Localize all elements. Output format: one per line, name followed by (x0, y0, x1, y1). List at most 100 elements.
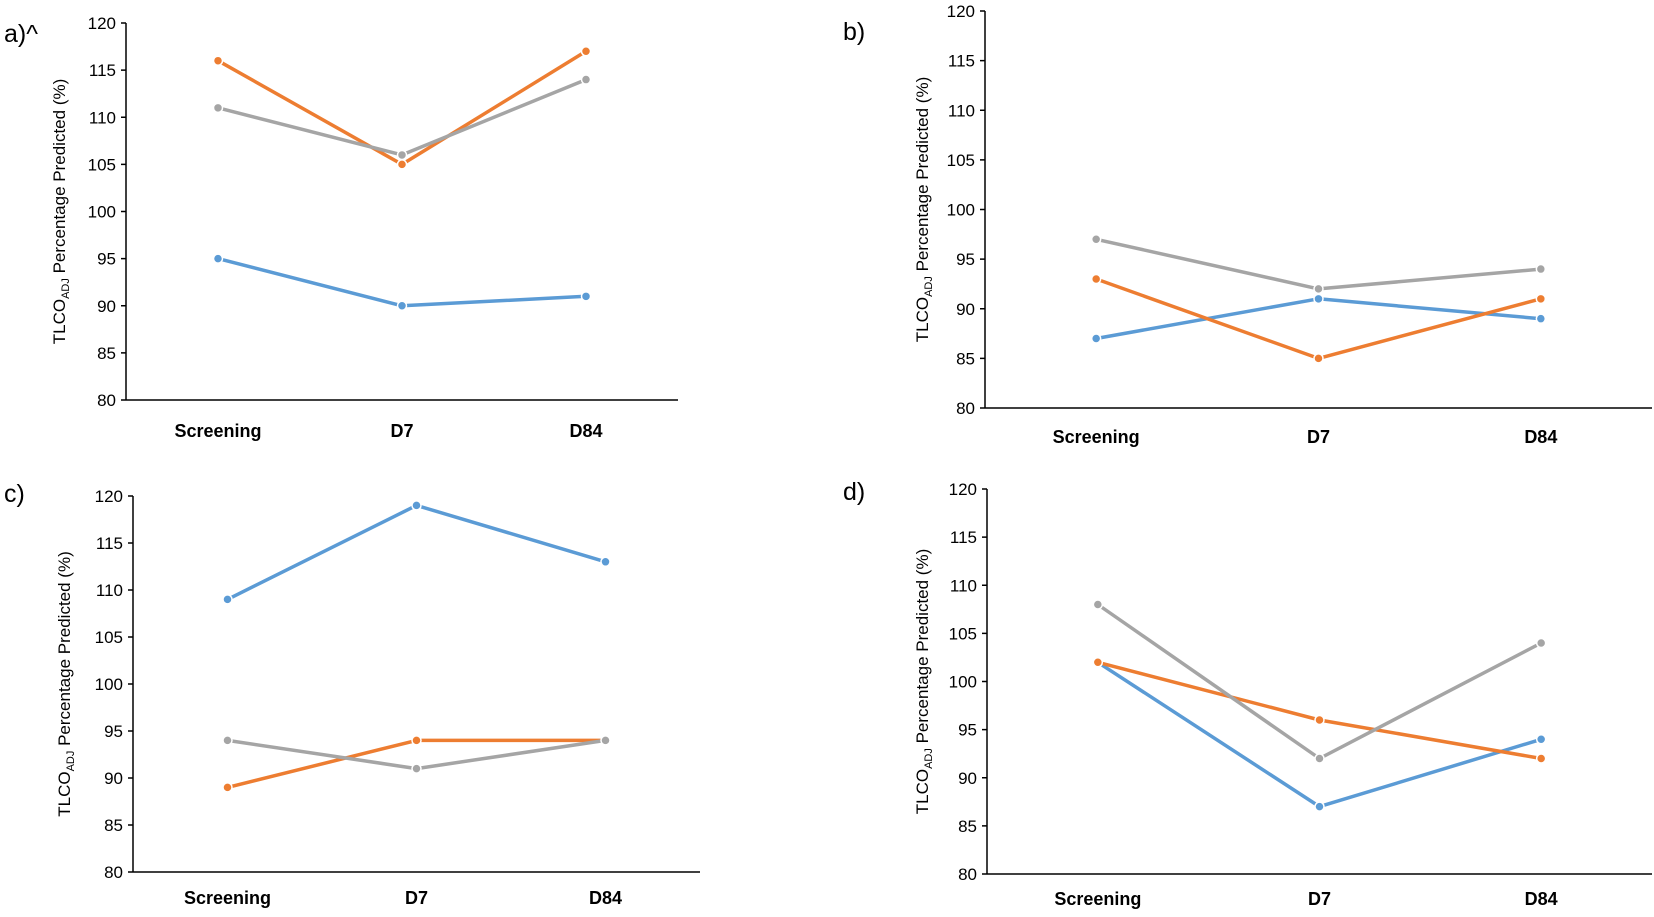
y-tick-label: 90 (958, 769, 977, 788)
data-point-blue (411, 500, 422, 511)
data-point-blue (1314, 801, 1325, 812)
series-line-blue (226, 503, 607, 601)
x-category-label: D7 (1307, 427, 1330, 447)
y-axis-label-main: TLCO (913, 297, 932, 342)
data-point-blue (1535, 313, 1547, 324)
data-point-blue (1090, 333, 1102, 344)
data-point-blue (212, 253, 224, 264)
data-point-orange (1090, 273, 1102, 285)
y-tick-label: 120 (95, 487, 123, 506)
y-tick-label: 110 (89, 108, 116, 127)
y-axis-label-subscript: ADJ (923, 276, 935, 297)
y-tick-label: 85 (958, 817, 977, 836)
data-point-gray (396, 149, 408, 161)
x-category-label: D7 (390, 421, 413, 441)
y-tick-label: 95 (97, 250, 116, 269)
y-tick-label: 85 (956, 349, 975, 368)
panel-label: c) (4, 480, 25, 508)
x-category-label: Screening (184, 888, 271, 908)
chart-panel-1: a)^ 80 85 90 95 100 105 110 115 120 Screening D7 D84… (4, 14, 678, 441)
data-point-orange (1313, 353, 1324, 364)
y-tick-label: 100 (949, 673, 977, 692)
x-category-label: Screening (174, 421, 261, 441)
y-tick-label: 115 (948, 52, 975, 71)
x-category-label: D84 (569, 421, 602, 441)
y-tick-label: 120 (947, 2, 975, 21)
y-axis-label-main: TLCO (55, 771, 74, 816)
panel-label: b) (843, 18, 865, 46)
data-point-gray (1314, 753, 1325, 764)
y-tick-label: 110 (948, 101, 975, 120)
y-tick-label: 120 (88, 14, 116, 33)
data-point-orange (396, 159, 408, 170)
data-point-orange (212, 55, 224, 66)
chart-panel-4: d) 80 85 90 95 100 105 110 115 120 Screening D7 D84 T… (843, 478, 1652, 909)
data-point-orange (411, 735, 422, 746)
data-point-blue (1535, 734, 1547, 745)
y-tick-label: 115 (89, 61, 116, 80)
x-category-label: D7 (1308, 889, 1331, 909)
data-point-orange (1535, 753, 1547, 764)
y-tick-label: 115 (950, 528, 977, 547)
data-point-blue (222, 594, 233, 605)
data-point-blue (1313, 293, 1324, 305)
panel-label: a)^ (4, 20, 38, 48)
y-tick-label: 120 (949, 480, 977, 499)
x-category-label: D84 (1524, 427, 1557, 447)
data-point-gray (1313, 283, 1324, 295)
y-tick-label: 100 (95, 675, 123, 694)
data-point-orange (1535, 293, 1547, 305)
data-point-gray (580, 74, 592, 85)
data-point-blue (600, 556, 611, 568)
series-line-gray (1096, 603, 1543, 761)
y-tick-label: 110 (950, 576, 977, 595)
y-tick-label: 115 (96, 534, 123, 553)
series-line-orange (217, 49, 587, 167)
data-point-gray (212, 102, 224, 114)
y-tick-label: 85 (97, 344, 116, 363)
y-tick-label: 80 (956, 399, 975, 418)
y-tick-label: 80 (958, 865, 977, 884)
y-tick-label: 90 (97, 297, 116, 316)
y-axis-label-subscript: ADJ (60, 278, 72, 299)
y-axis-label: TLCOADJ Percentage Predicted (%) (913, 549, 935, 815)
y-tick-label: 105 (88, 155, 116, 174)
y-axis-label: TLCOADJ Percentage Predicted (%) (50, 79, 72, 345)
y-tick-label: 105 (95, 628, 123, 647)
data-point-gray (600, 735, 611, 746)
y-tick-label: 85 (104, 816, 123, 835)
y-tick-label: 90 (104, 769, 123, 788)
chart-panel-3: c) 80 85 90 95 100 105 110 115 120 Screening D7 D84 T… (4, 480, 700, 908)
y-axis-label: TLCOADJ Percentage Predicted (%) (55, 551, 77, 817)
x-category-label: D84 (1525, 889, 1558, 909)
data-point-orange (1092, 657, 1104, 668)
data-point-orange (1314, 714, 1325, 726)
y-tick-label: 95 (104, 722, 123, 741)
data-point-blue (396, 300, 408, 311)
series-line-blue (217, 256, 587, 308)
chart-panel-2: b) 80 85 90 95 100 105 110 115 120 Screening D7 D84 T… (843, 2, 1652, 447)
y-tick-label: 105 (949, 624, 977, 643)
data-point-blue (580, 291, 592, 302)
y-axis-label-rest: Percentage Predicted (%) (913, 549, 932, 748)
data-point-gray (411, 763, 422, 774)
x-category-label: D7 (405, 888, 428, 908)
y-tick-label: 80 (97, 391, 116, 410)
y-axis-label: TLCOADJ Percentage Predicted (%) (913, 77, 935, 343)
data-point-gray (1535, 263, 1547, 275)
data-point-orange (580, 46, 592, 57)
data-point-gray (1090, 234, 1102, 245)
y-axis-label-rest: Percentage Predicted (%) (55, 551, 74, 750)
y-tick-label: 105 (947, 151, 975, 170)
y-tick-label: 95 (958, 721, 977, 740)
data-point-orange (222, 782, 233, 793)
y-tick-label: 100 (88, 203, 116, 222)
y-axis-label-rest: Percentage Predicted (%) (50, 79, 69, 278)
y-axis-label-main: TLCO (50, 299, 69, 344)
y-tick-label: 90 (956, 300, 975, 319)
x-category-label: Screening (1054, 889, 1141, 909)
series-line-blue (1095, 297, 1541, 341)
data-point-gray (1535, 637, 1547, 649)
y-axis-label-subscript: ADJ (65, 751, 77, 772)
